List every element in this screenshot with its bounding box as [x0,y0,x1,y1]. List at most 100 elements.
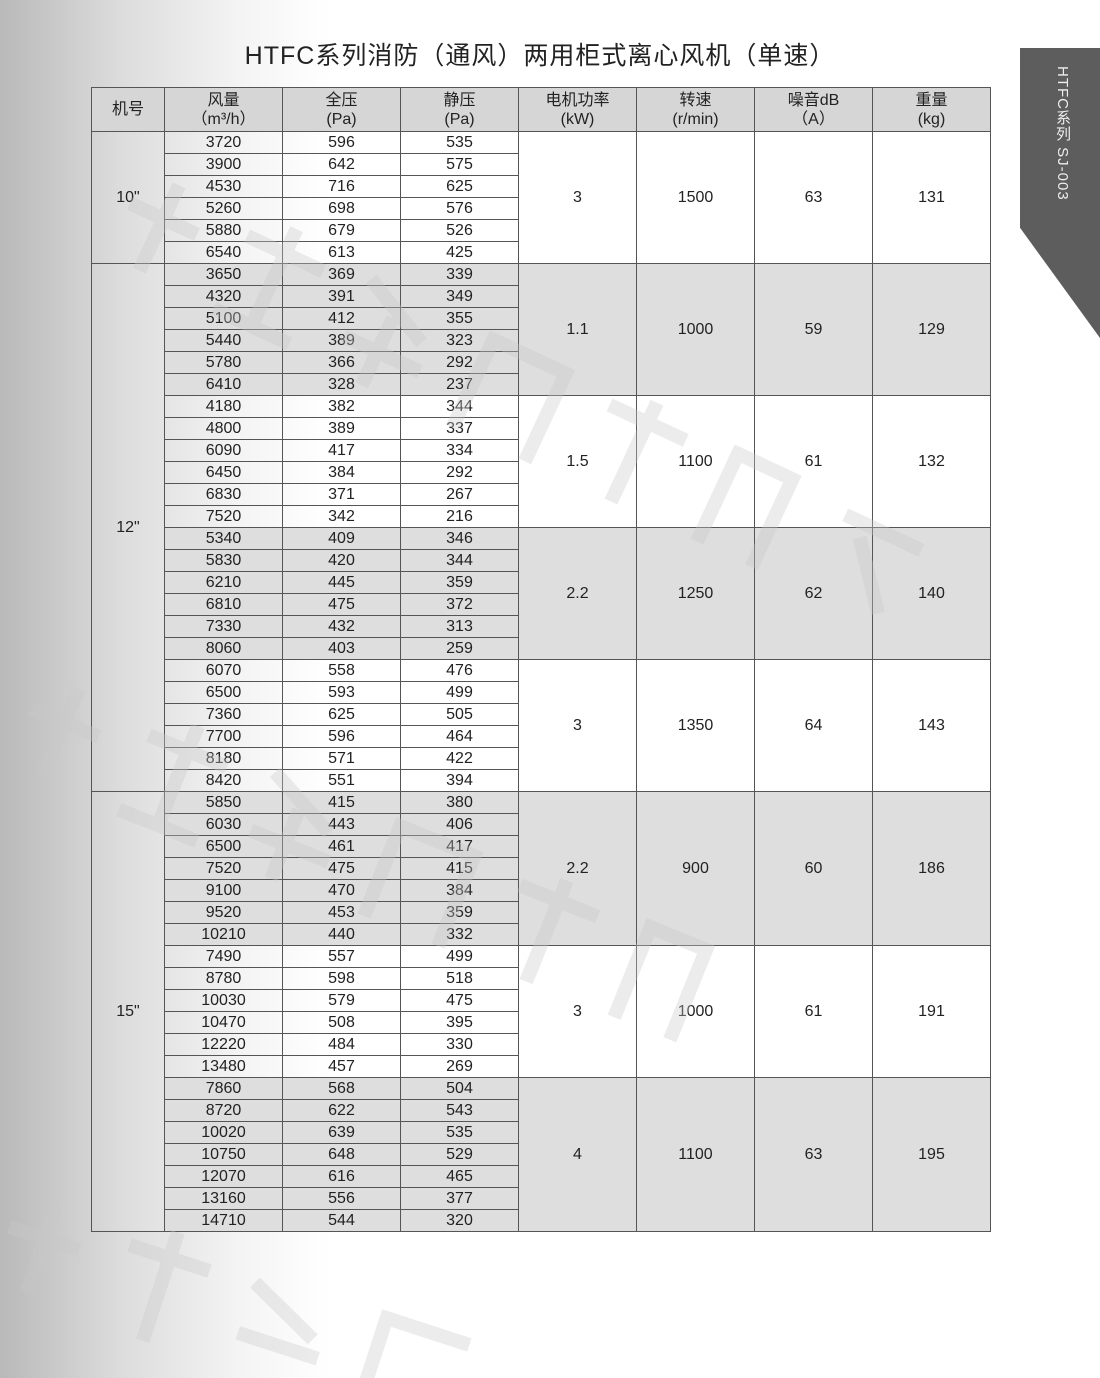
static-pressure-cell: 535 [400,1121,519,1144]
total-pressure-cell: 417 [282,439,401,462]
motor-power-cell: 2.2 [518,527,637,660]
motor-power-cell: 4 [518,1077,637,1232]
total-pressure-cell: 544 [282,1209,401,1232]
total-pressure-cell: 568 [282,1077,401,1100]
airflow-cell: 3650 [164,263,283,286]
table-row: 5100 412 355 [92,307,991,330]
static-pressure-cell: 344 [400,395,519,418]
airflow-cell: 6500 [164,835,283,858]
header-label: 重量 [915,91,948,109]
column-header: 重量 (kg) [872,87,991,132]
airflow-cell: 4530 [164,175,283,198]
total-pressure-cell: 571 [282,747,401,770]
noise-cell: 60 [754,791,873,946]
total-pressure-cell: 558 [282,659,401,682]
static-pressure-cell: 422 [400,747,519,770]
header-label: 电机功率 [545,91,610,109]
total-pressure-cell: 625 [282,703,401,726]
speed-cell: 1100 [636,1077,755,1232]
table-row: 7360 625 505 [92,703,991,726]
table-row: 10750 648 529 [92,1143,991,1166]
total-pressure-cell: 415 [282,791,401,814]
speed-cell: 1350 [636,659,755,792]
total-pressure-cell: 366 [282,351,401,374]
table-row: 5880 679 526 [92,219,991,242]
total-pressure-cell: 389 [282,329,401,352]
static-pressure-cell: 313 [400,615,519,638]
header-unit: (r/min) [672,110,719,128]
airflow-cell: 6410 [164,373,283,396]
weight-cell: 140 [872,527,991,660]
header-label: 静压 [443,91,476,109]
table-row: 9520 453 359 [92,901,991,924]
static-pressure-cell: 406 [400,813,519,836]
static-pressure-cell: 359 [400,571,519,594]
weight-cell: 143 [872,659,991,792]
total-pressure-cell: 616 [282,1165,401,1188]
static-pressure-cell: 359 [400,901,519,924]
airflow-cell: 6540 [164,241,283,264]
table-row: 14710 544 320 [92,1209,991,1232]
table-row: 15" 5850 415 380 2.2 900 60 186 [91,791,991,1232]
airflow-cell: 6450 [164,461,283,484]
total-pressure-cell: 622 [282,1099,401,1122]
speed-cell: 900 [636,791,755,946]
header-unit: (kW) [560,110,595,128]
airflow-cell: 5340 [164,527,283,550]
table-row: 12070 616 465 [92,1165,991,1188]
airflow-cell: 7860 [164,1077,283,1100]
total-pressure-cell: 371 [282,483,401,506]
header-label: 噪音dB [787,91,840,109]
airflow-cell: 5880 [164,219,283,242]
total-pressure-cell: 457 [282,1055,401,1078]
static-pressure-cell: 518 [400,967,519,990]
static-pressure-cell: 344 [400,549,519,572]
airflow-cell: 3900 [164,153,283,176]
total-pressure-cell: 639 [282,1121,401,1144]
static-pressure-cell: 269 [400,1055,519,1078]
table-row: 8720 622 543 [92,1099,991,1122]
total-pressure-cell: 508 [282,1011,401,1034]
static-pressure-cell: 332 [400,923,519,946]
airflow-cell: 8180 [164,747,283,770]
airflow-cell: 6830 [164,483,283,506]
table-row: 6540 613 425 [92,241,991,264]
total-pressure-cell: 598 [282,967,401,990]
airflow-cell: 4320 [164,285,283,308]
airflow-cell: 6210 [164,571,283,594]
airflow-cell: 12070 [164,1165,283,1188]
total-pressure-cell: 470 [282,879,401,902]
total-pressure-cell: 698 [282,197,401,220]
total-pressure-cell: 642 [282,153,401,176]
motor-power-cell: 2.2 [518,791,637,946]
airflow-cell: 10210 [164,923,283,946]
table-row: 4320 391 349 [92,285,991,308]
airflow-cell: 6810 [164,593,283,616]
total-pressure-cell: 328 [282,373,401,396]
airflow-cell: 8420 [164,769,283,792]
airflow-cell: 7360 [164,703,283,726]
airflow-cell: 3720 [164,131,283,154]
header-unit: (kg) [917,110,946,128]
motor-power-cell: 1.1 [518,263,637,396]
airflow-cell: 8060 [164,637,283,660]
noise-cell: 61 [754,395,873,528]
header-unit: (Pa) [444,110,475,128]
speed-cell: 1000 [636,263,755,396]
total-pressure-cell: 475 [282,857,401,880]
total-pressure-cell: 596 [282,725,401,748]
static-pressure-cell: 415 [400,857,519,880]
total-pressure-cell: 551 [282,769,401,792]
static-pressure-cell: 394 [400,769,519,792]
total-pressure-cell: 461 [282,835,401,858]
weight-cell: 186 [872,791,991,946]
column-header: 噪音dB （A） [754,87,873,132]
static-pressure-cell: 499 [400,681,519,704]
airflow-cell: 5780 [164,351,283,374]
table-row: 12" 3650 369 339 1.1 1000 59 129 [91,263,991,792]
table-row: 7330 432 313 [92,615,991,638]
motor-power-cell: 1.5 [518,395,637,528]
static-pressure-cell: 475 [400,989,519,1012]
table-row: 10020 639 535 [92,1121,991,1144]
table-row: 7700 596 464 [92,725,991,748]
